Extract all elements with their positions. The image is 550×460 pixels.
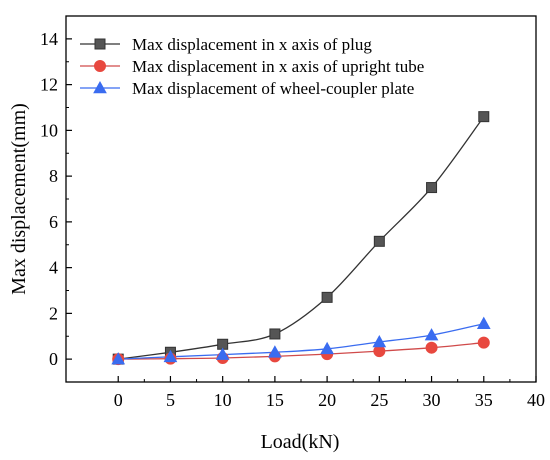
x-tick-label: 40 xyxy=(527,390,545,410)
y-tick-label: 8 xyxy=(49,166,58,186)
y-axis-title: Max displacement(mm) xyxy=(8,103,30,295)
x-tick-label: 5 xyxy=(166,390,175,410)
data-point-square xyxy=(426,182,438,194)
y-tick-label: 2 xyxy=(49,303,58,323)
data-point-triangle xyxy=(424,328,439,341)
y-tick-label: 0 xyxy=(49,349,58,369)
x-axis-title: Load(kN) xyxy=(261,431,340,453)
data-point-triangle xyxy=(372,334,387,348)
legend-label: Max displacement in x axis of plug xyxy=(132,35,372,54)
y-tick-label: 14 xyxy=(40,29,58,49)
x-tick-label: 35 xyxy=(475,390,493,410)
x-tick-label: 25 xyxy=(370,390,388,410)
x-tick-label: 0 xyxy=(114,390,123,410)
data-point-square xyxy=(321,291,333,303)
data-point-triangle xyxy=(111,352,126,365)
y-tick-label: 10 xyxy=(40,120,58,140)
legend: Max displacement in x axis of plug Max di… xyxy=(80,35,424,98)
x-tick-label: 10 xyxy=(214,390,232,410)
legend-marker-triangle xyxy=(93,80,107,94)
legend-marker-circle xyxy=(94,60,106,72)
x-tick-label: 20 xyxy=(318,390,336,410)
y-tick-label: 4 xyxy=(49,258,58,278)
data-point-circle xyxy=(477,336,490,349)
data-point-square xyxy=(478,111,490,123)
x-tick-label: 30 xyxy=(423,390,441,410)
series-markers xyxy=(111,111,491,366)
axis-ticks: 0 5 10 15 20 25 30 35 40 0 2 4 6 8 10 12 14 xyxy=(40,29,545,410)
legend-label: Max displacement in x axis of upright tu… xyxy=(132,57,424,76)
data-point-square xyxy=(269,328,281,340)
data-point-circle xyxy=(425,341,438,354)
data-point-triangle xyxy=(476,316,491,329)
legend-marker-square xyxy=(94,38,106,50)
data-point-square xyxy=(373,235,385,247)
y-tick-label: 12 xyxy=(40,75,58,95)
y-tick-label: 6 xyxy=(49,212,58,232)
data-point-triangle xyxy=(320,341,334,355)
data-point-triangle xyxy=(215,347,230,360)
data-point-triangle xyxy=(268,345,282,358)
data-point-triangle xyxy=(163,349,178,363)
series-line xyxy=(118,116,485,360)
series-lines xyxy=(118,116,485,360)
x-tick-label: 15 xyxy=(266,390,284,410)
legend-label: Max displacement of wheel-coupler plate xyxy=(132,79,414,98)
